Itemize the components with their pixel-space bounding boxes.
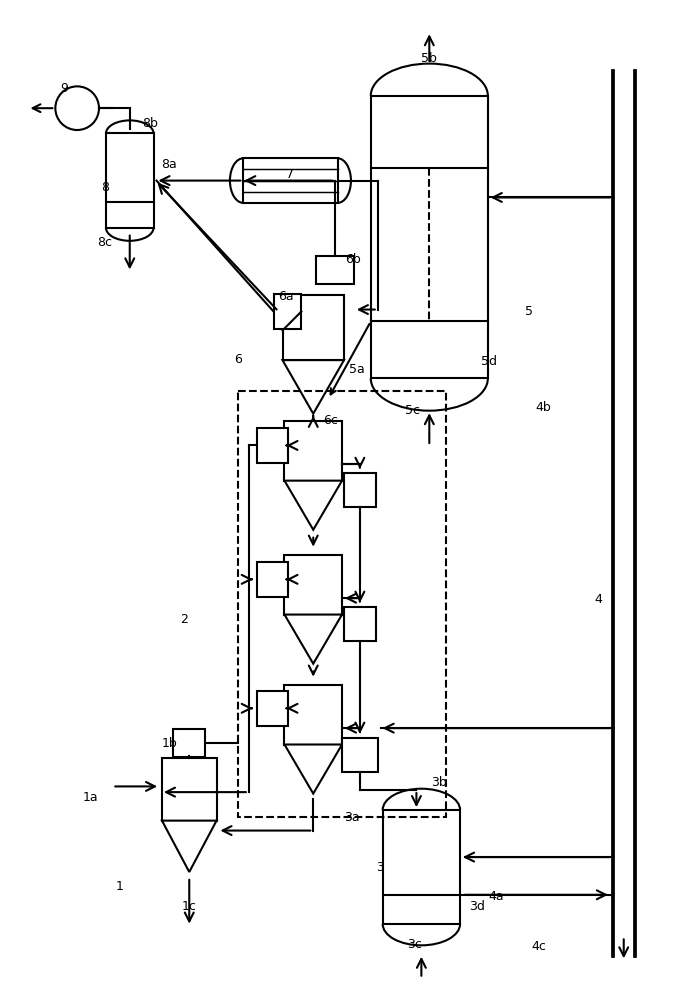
Text: 4a: 4a: [488, 890, 504, 903]
Polygon shape: [282, 360, 344, 414]
Text: 8b: 8b: [142, 117, 158, 130]
Bar: [285, 555, 342, 615]
Polygon shape: [162, 821, 216, 872]
Text: 4c: 4c: [531, 940, 546, 953]
Text: 9: 9: [61, 82, 68, 95]
Bar: [257, 691, 289, 726]
Text: 5c: 5c: [405, 404, 420, 417]
Bar: [106, 133, 154, 228]
Text: 1b: 1b: [161, 737, 177, 750]
Circle shape: [55, 86, 99, 130]
Bar: [174, 729, 205, 757]
Text: 8a: 8a: [161, 158, 177, 171]
Text: 1a: 1a: [82, 791, 98, 804]
Text: 8: 8: [101, 181, 109, 194]
Text: 3b: 3b: [431, 776, 447, 789]
Text: 6a: 6a: [278, 290, 294, 303]
Bar: [162, 758, 216, 821]
Text: 8c: 8c: [97, 236, 112, 249]
Bar: [257, 562, 289, 597]
Bar: [382, 810, 460, 924]
Text: 2: 2: [181, 613, 188, 626]
Bar: [274, 294, 301, 329]
Text: 5a: 5a: [349, 363, 364, 376]
Bar: [285, 421, 342, 481]
Text: 4: 4: [594, 593, 602, 606]
Bar: [344, 473, 376, 507]
Bar: [285, 685, 342, 745]
Bar: [342, 738, 378, 772]
Text: 6c: 6c: [322, 414, 338, 427]
Text: 1: 1: [116, 880, 124, 893]
Bar: [257, 428, 289, 463]
Text: 3d: 3d: [469, 900, 485, 913]
Bar: [371, 96, 488, 378]
Text: 3: 3: [376, 861, 384, 874]
Text: 5b: 5b: [422, 52, 438, 65]
Text: 5: 5: [524, 305, 533, 318]
Text: 5d: 5d: [481, 355, 497, 368]
Text: 4b: 4b: [535, 401, 551, 414]
Polygon shape: [285, 481, 342, 530]
Bar: [238, 391, 446, 817]
Bar: [282, 295, 344, 360]
Bar: [243, 158, 338, 203]
Bar: [344, 607, 376, 641]
Text: 3c: 3c: [407, 938, 422, 951]
Polygon shape: [285, 615, 342, 664]
Bar: [316, 256, 354, 284]
Text: 6b: 6b: [345, 253, 361, 266]
Text: 7: 7: [287, 168, 294, 181]
Text: 6: 6: [234, 353, 242, 366]
Polygon shape: [285, 745, 342, 794]
Text: 1c: 1c: [182, 900, 196, 913]
Text: 3a: 3a: [344, 811, 360, 824]
